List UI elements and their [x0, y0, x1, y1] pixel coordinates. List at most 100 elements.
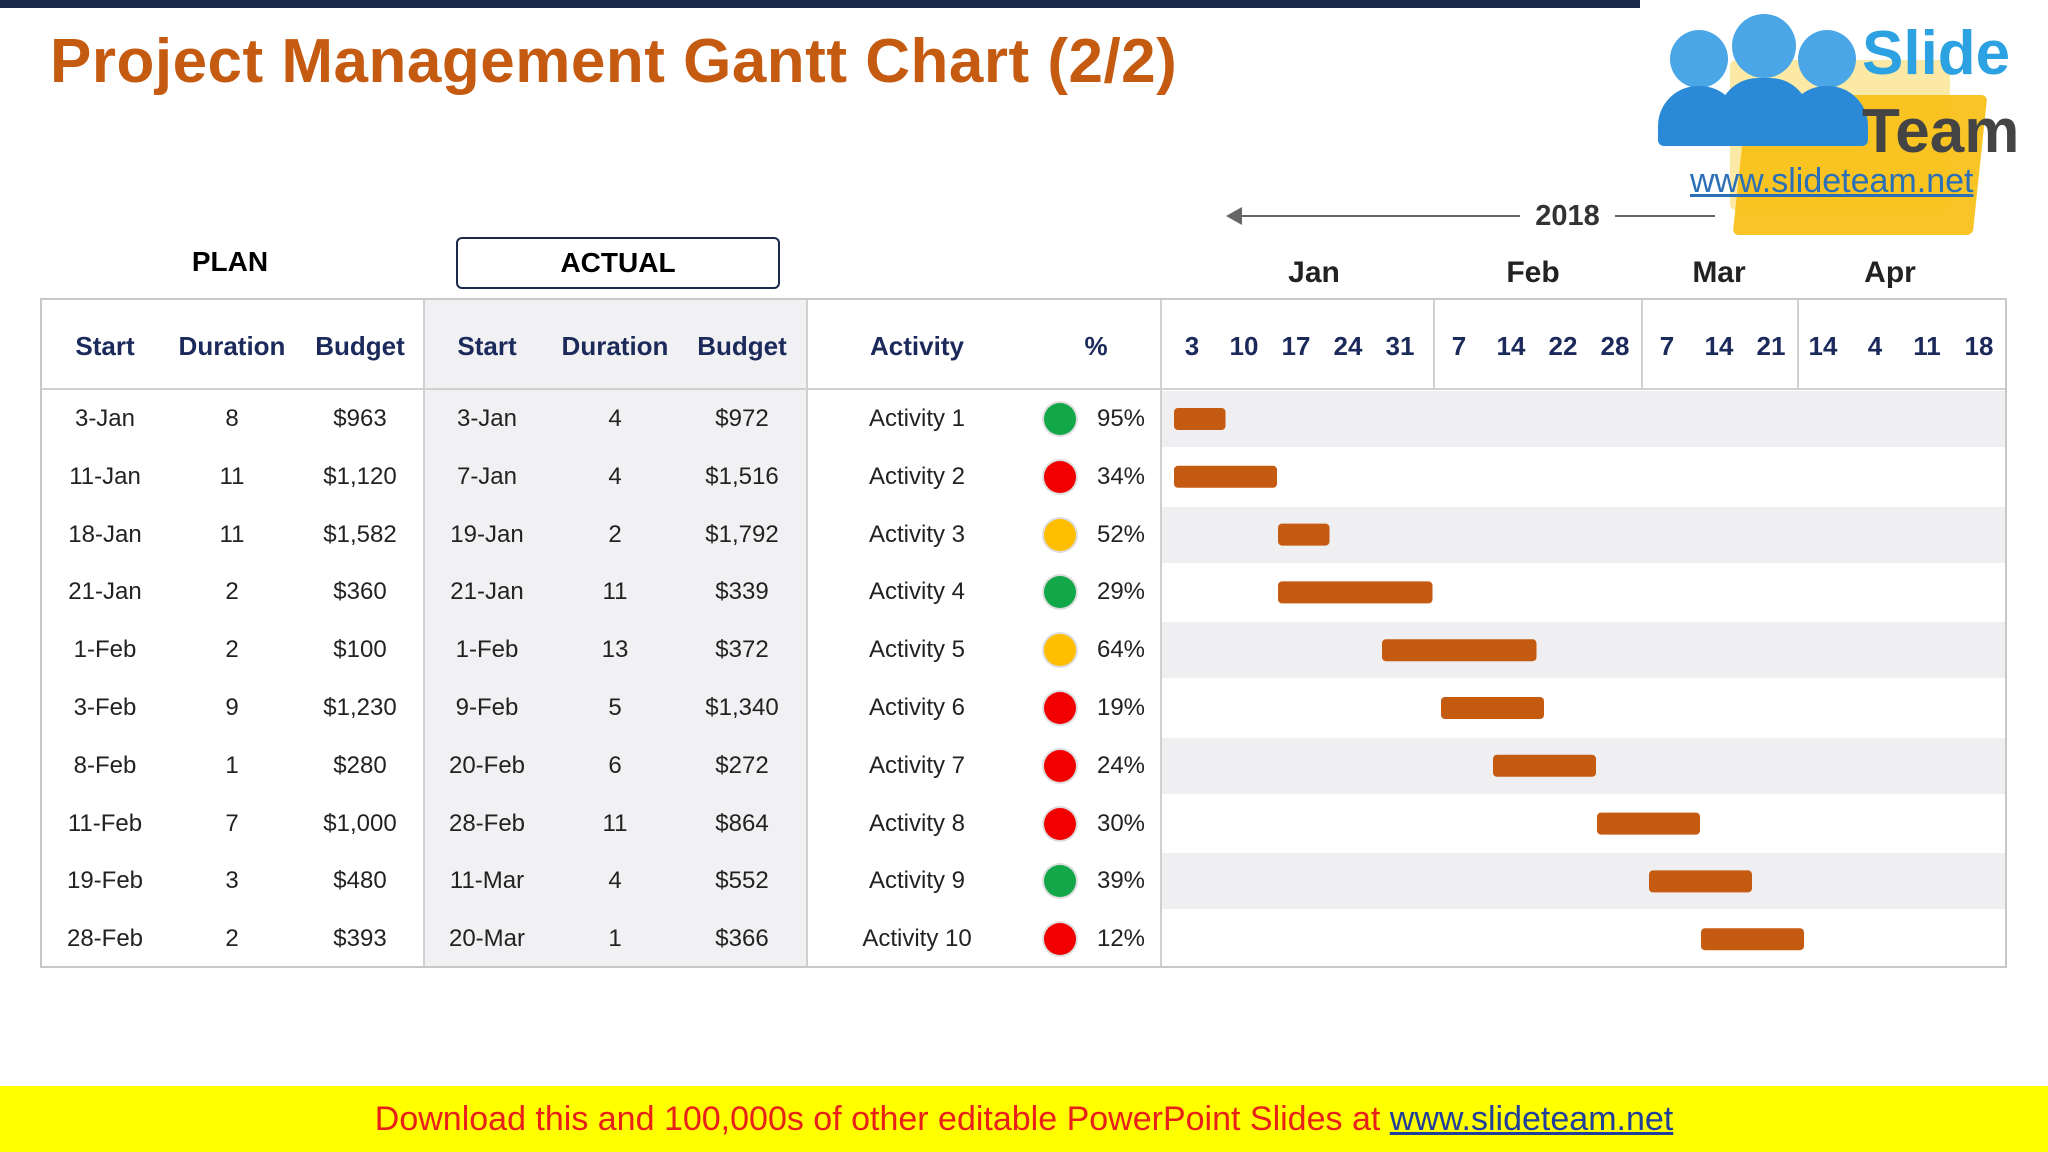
cell-plan-duration: 11: [219, 520, 245, 548]
month-label: Jan: [1288, 256, 1340, 289]
cell-plan-budget: $1,582: [323, 520, 397, 548]
cell-activity: Activity 10: [862, 925, 972, 953]
divider: [1160, 300, 1162, 966]
plan-header: PLAN: [191, 246, 269, 277]
gantt-bar: [1493, 754, 1596, 777]
actual-column-shading: [424, 300, 807, 966]
cell-actual-start: 9-Feb: [455, 694, 519, 721]
cell-actual-start: 20-Feb: [448, 751, 526, 779]
cell-actual-start: 1-Feb: [455, 636, 519, 664]
cell-plan-budget: $360: [333, 578, 387, 606]
cell-actual-duration: 11: [602, 578, 628, 606]
cell-plan-budget: $1,230: [323, 694, 397, 721]
cell-plan-start: 8-Feb: [73, 751, 137, 779]
cell-plan-duration: 2: [225, 578, 239, 606]
week-tick-label: 3: [1184, 331, 1200, 361]
divider: [423, 300, 425, 966]
footer-link[interactable]: www.slideteam.net: [1389, 1100, 1674, 1138]
cell-plan-start: 18-Jan: [68, 520, 142, 548]
week-tick-label: 7: [1659, 331, 1675, 361]
status-red-icon: [1044, 807, 1076, 840]
week-tick-label: 14: [1496, 331, 1526, 361]
cell-actual-duration: 5: [608, 694, 622, 721]
cell-plan-budget: $100: [333, 636, 387, 664]
status-amber-icon: [1044, 634, 1076, 667]
gantt-row-band: [1161, 391, 2006, 447]
cell-activity: Activity 1: [868, 405, 966, 432]
cell-activity: Activity 3: [868, 520, 966, 548]
cell-percent: 30%: [1096, 809, 1146, 837]
cell-percent: 34%: [1096, 462, 1146, 490]
cell-plan-budget: $1,120: [323, 462, 397, 490]
cell-percent: 12%: [1096, 925, 1146, 953]
week-tick-label: 7: [1451, 331, 1467, 361]
cell-plan-start: 19-Feb: [66, 867, 144, 895]
cell-plan-duration: 1: [225, 751, 239, 779]
logo-brand-top: Slide: [1862, 19, 2011, 88]
cell-actual-budget: $366: [715, 925, 769, 953]
cell-actual-start: 28-Feb: [448, 809, 526, 837]
cell-percent: 24%: [1096, 751, 1146, 779]
actual-start-header: Start: [457, 331, 517, 361]
gantt-bar: [1174, 465, 1277, 488]
logo-brand-bottom: Team: [1862, 97, 2020, 166]
status-red-icon: [1044, 923, 1076, 956]
cell-percent: 95%: [1096, 405, 1146, 432]
cell-activity: Activity 5: [868, 636, 966, 664]
plan-start-header: Start: [75, 331, 135, 361]
cell-actual-budget: $1,516: [705, 462, 779, 490]
week-tick-label: 17: [1281, 331, 1311, 361]
cell-plan-start: 11-Feb: [67, 809, 143, 837]
cell-percent: 19%: [1096, 694, 1146, 721]
cell-plan-budget: $280: [333, 751, 387, 779]
person-icon: [1732, 14, 1796, 78]
week-tick-label: 28: [1600, 331, 1630, 361]
cell-actual-start: 21-Jan: [450, 578, 524, 606]
year-label: 2018: [1535, 200, 1600, 232]
status-red-icon: [1044, 460, 1076, 493]
gantt-row-band: [1161, 853, 2006, 910]
cell-plan-budget: $393: [333, 925, 387, 953]
slideteam-logo[interactable]: Slide Team www.slideteam.net: [1640, 0, 2048, 250]
cell-actual-duration: 6: [608, 751, 622, 779]
gantt-table: [40, 298, 2007, 968]
cell-plan-start: 11-Jan: [69, 462, 141, 490]
top-accent-bar: [0, 0, 1640, 8]
cell-percent: 29%: [1096, 578, 1146, 606]
cell-actual-budget: $339: [715, 578, 769, 606]
cell-activity: Activity 9: [868, 867, 966, 895]
gantt-bar: [1278, 581, 1433, 604]
gantt-bar: [1701, 928, 1804, 951]
cell-plan-start: 3-Jan: [74, 405, 136, 432]
gantt-row-band: [1161, 622, 2006, 679]
cell-plan-duration: 8: [225, 405, 239, 432]
week-tick-label: 31: [1385, 331, 1415, 361]
cell-plan-budget: $963: [333, 405, 387, 432]
cell-actual-budget: $864: [715, 809, 769, 837]
cell-activity: Activity 7: [868, 751, 966, 779]
gantt-bars: [1174, 408, 1804, 951]
actual-duration-header: Duration: [561, 331, 669, 361]
gantt-bar: [1597, 812, 1700, 835]
cell-actual-duration: 1: [608, 925, 622, 953]
person-icon: [1670, 30, 1728, 88]
timeline-arrow-right: [1615, 215, 1715, 217]
activity-header: Activity: [870, 331, 964, 361]
cell-actual-duration: 4: [608, 462, 622, 490]
cell-percent: 52%: [1096, 520, 1146, 548]
week-tick-label: 14: [1704, 331, 1734, 361]
week-tick-label: 24: [1333, 331, 1363, 361]
week-tick-label: 22: [1548, 331, 1578, 361]
logo-url[interactable]: www.slideteam.net: [1690, 162, 1974, 200]
percent-header: %: [1084, 331, 1108, 361]
cell-percent: 64%: [1096, 636, 1146, 664]
week-tick-label: 11: [1913, 331, 1941, 361]
cell-actual-start: 19-Jan: [450, 520, 524, 548]
actual-header: ACTUAL: [456, 237, 780, 289]
divider: [1797, 300, 1799, 388]
month-label: Apr: [1864, 256, 1916, 289]
cell-actual-duration: 4: [608, 405, 622, 432]
cell-plan-start: 1-Feb: [73, 636, 137, 664]
gantt-bar: [1278, 523, 1330, 546]
cell-plan-budget: $480: [333, 867, 387, 895]
